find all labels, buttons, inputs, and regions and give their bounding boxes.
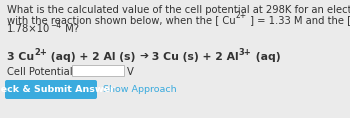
- Text: 3 Cu (s) + 2 Al: 3 Cu (s) + 2 Al: [148, 52, 239, 62]
- Text: ➔: ➔: [139, 52, 148, 62]
- FancyBboxPatch shape: [72, 65, 124, 76]
- Text: 3+: 3+: [239, 48, 252, 57]
- Text: Cell Potential:: Cell Potential:: [7, 67, 76, 77]
- Text: (aq): (aq): [252, 52, 280, 62]
- Text: with the reaction shown below, when the [ Cu: with the reaction shown below, when the …: [7, 15, 236, 25]
- Text: (aq) + 2 Al (s): (aq) + 2 Al (s): [47, 52, 139, 62]
- Text: What is the calculated value of the cell potential at 298K for an electrochemica: What is the calculated value of the cell…: [7, 5, 350, 15]
- Text: M?: M?: [62, 25, 78, 34]
- Text: Check & Submit Answer: Check & Submit Answer: [0, 86, 115, 95]
- Text: 3 Cu: 3 Cu: [7, 52, 34, 62]
- Text: −4: −4: [50, 21, 62, 30]
- Text: 1.78×10: 1.78×10: [7, 25, 50, 34]
- FancyBboxPatch shape: [5, 80, 97, 99]
- Text: V: V: [127, 67, 134, 77]
- Text: 2+: 2+: [34, 48, 47, 57]
- Text: Show Approach: Show Approach: [103, 85, 177, 94]
- Text: ] = 1.33 M and the [ Al: ] = 1.33 M and the [ Al: [247, 15, 350, 25]
- Text: 2+: 2+: [236, 11, 247, 21]
